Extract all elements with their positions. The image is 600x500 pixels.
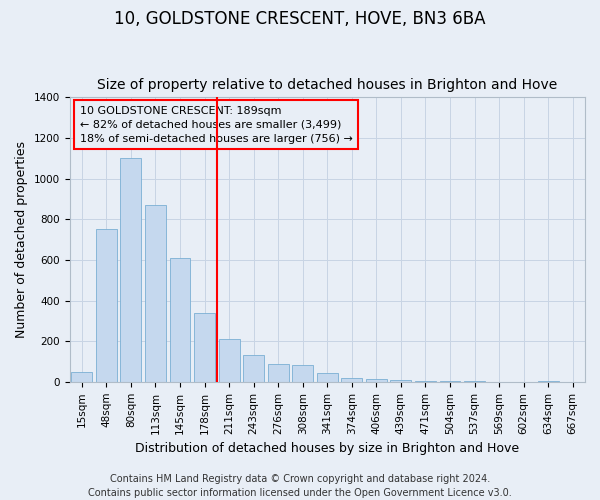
Bar: [538, 381, 559, 382]
Text: 10 GOLDSTONE CRESCENT: 189sqm
← 82% of detached houses are smaller (3,499)
18% o: 10 GOLDSTONE CRESCENT: 189sqm ← 82% of d…: [80, 106, 353, 144]
Bar: [341, 378, 362, 382]
Bar: [96, 230, 117, 382]
Bar: [464, 381, 485, 382]
Bar: [71, 372, 92, 382]
Bar: [268, 364, 289, 382]
Y-axis label: Number of detached properties: Number of detached properties: [15, 141, 28, 338]
Bar: [145, 205, 166, 382]
Text: 10, GOLDSTONE CRESCENT, HOVE, BN3 6BA: 10, GOLDSTONE CRESCENT, HOVE, BN3 6BA: [114, 10, 486, 28]
Bar: [243, 356, 264, 382]
Bar: [292, 364, 313, 382]
X-axis label: Distribution of detached houses by size in Brighton and Hove: Distribution of detached houses by size …: [135, 442, 520, 455]
Bar: [218, 339, 239, 382]
Bar: [415, 381, 436, 382]
Bar: [194, 312, 215, 382]
Bar: [440, 381, 460, 382]
Title: Size of property relative to detached houses in Brighton and Hove: Size of property relative to detached ho…: [97, 78, 557, 92]
Bar: [366, 379, 387, 382]
Bar: [121, 158, 142, 382]
Text: Contains HM Land Registry data © Crown copyright and database right 2024.
Contai: Contains HM Land Registry data © Crown c…: [88, 474, 512, 498]
Bar: [317, 372, 338, 382]
Bar: [391, 380, 412, 382]
Bar: [170, 258, 190, 382]
